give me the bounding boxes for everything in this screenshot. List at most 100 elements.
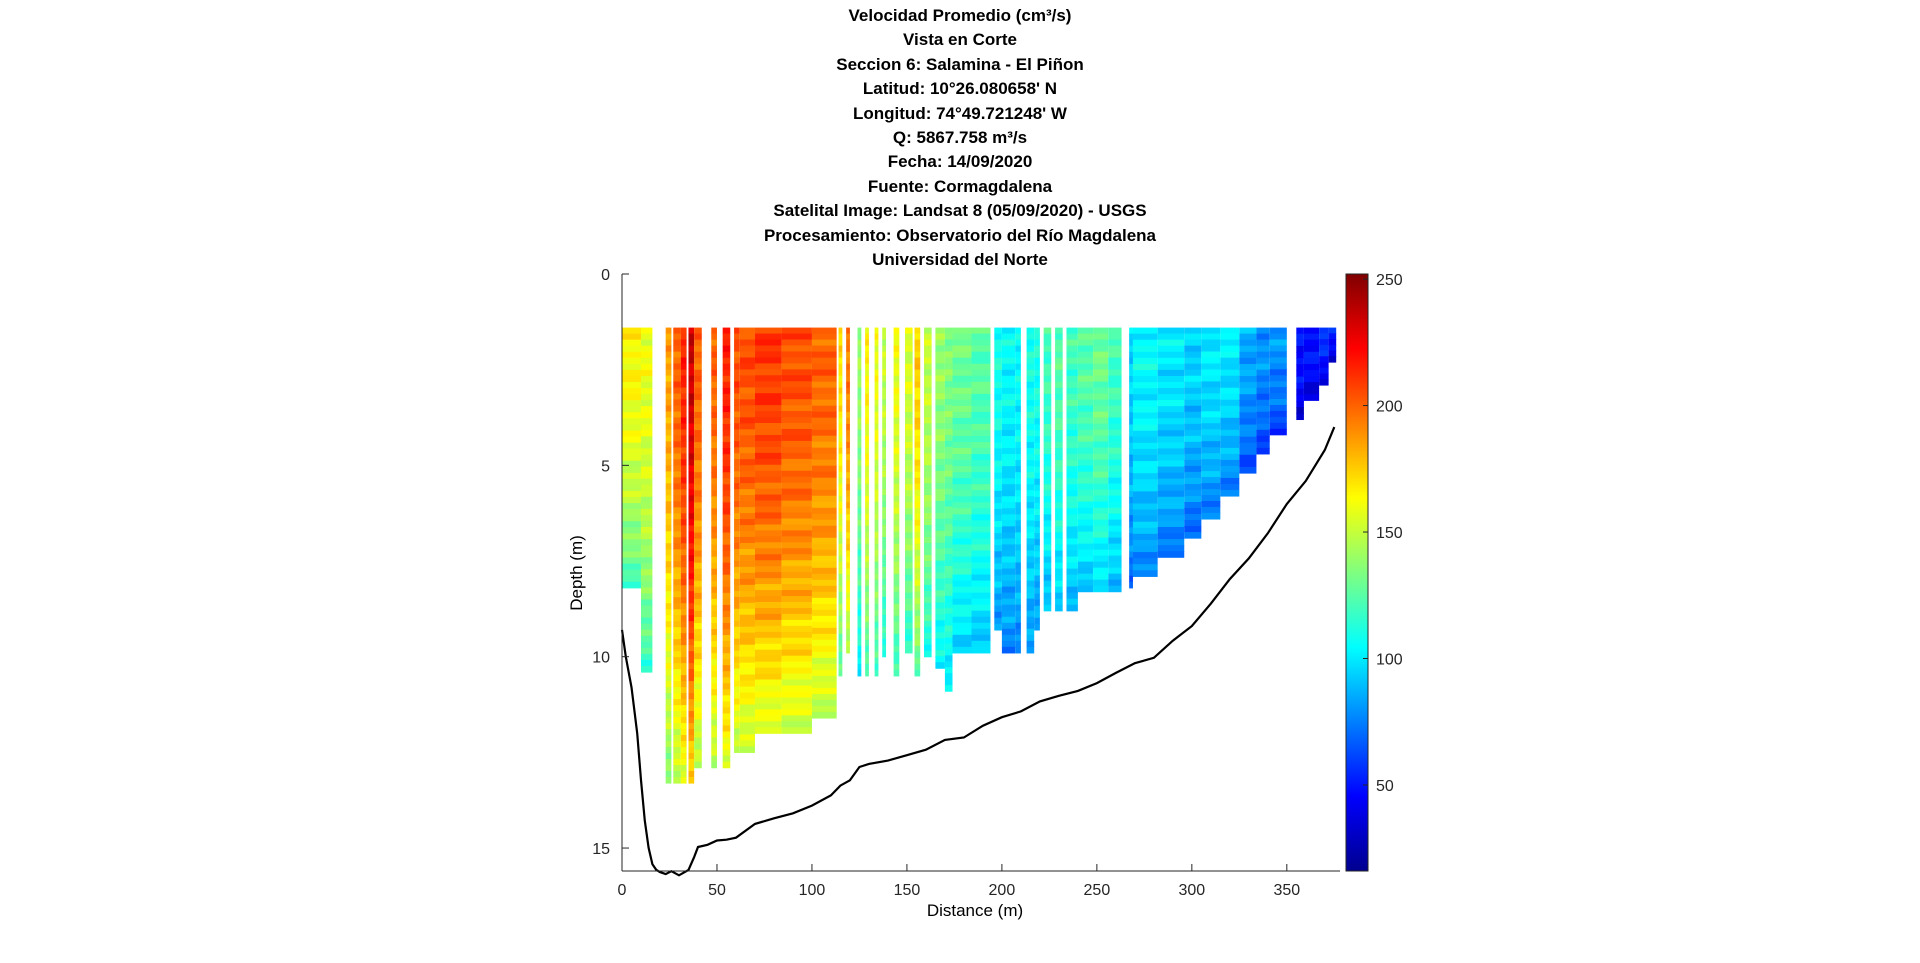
velocity-cell xyxy=(857,375,862,383)
velocity-cell xyxy=(1026,411,1035,419)
velocity-cell xyxy=(1129,551,1133,559)
velocity-cell xyxy=(688,573,695,580)
velocity-cell xyxy=(665,639,672,646)
velocity-cell xyxy=(846,466,850,473)
velocity-cell xyxy=(874,393,879,401)
velocity-cell xyxy=(694,424,702,431)
velocity-cell xyxy=(882,393,887,400)
velocity-cell xyxy=(781,393,812,400)
velocity-cell xyxy=(914,369,921,377)
velocity-cell xyxy=(680,453,687,460)
velocity-cell xyxy=(1157,460,1185,468)
velocity-cell xyxy=(893,417,900,425)
velocity-cell xyxy=(838,531,843,539)
velocity-cell xyxy=(874,645,879,653)
velocity-cell xyxy=(694,683,702,690)
velocity-cell xyxy=(865,513,869,521)
velocity-cell xyxy=(1093,441,1109,449)
velocity-cell xyxy=(1108,369,1122,377)
velocity-cell xyxy=(1001,556,1016,564)
velocity-cell xyxy=(754,601,782,609)
velocity-cell xyxy=(935,656,945,663)
velocity-cell xyxy=(874,489,879,497)
velocity-cell xyxy=(781,631,812,639)
velocity-cell xyxy=(811,651,837,659)
velocity-cell xyxy=(688,705,695,712)
velocity-cell xyxy=(754,357,782,364)
title-line: Fuente: Cormagdalena xyxy=(867,176,1053,196)
velocity-cell xyxy=(846,436,850,443)
velocity-cell xyxy=(924,632,932,640)
velocity-cell xyxy=(711,616,717,624)
velocity-cell xyxy=(935,524,945,532)
velocity-cell xyxy=(874,573,879,581)
velocity-cell xyxy=(874,423,879,431)
velocity-cell xyxy=(994,539,1002,546)
velocity-cell xyxy=(914,441,921,449)
velocity-cell xyxy=(640,617,653,625)
velocity-cell xyxy=(874,465,879,473)
velocity-cell xyxy=(640,327,653,335)
velocity-cell xyxy=(935,399,945,406)
velocity-cell xyxy=(905,616,913,624)
velocity-cell xyxy=(838,537,843,545)
velocity-cell xyxy=(1001,502,1016,509)
velocity-cell xyxy=(857,429,862,437)
velocity-cell xyxy=(882,465,887,472)
velocity-cell xyxy=(1034,563,1040,571)
velocity-cell xyxy=(1055,466,1063,473)
velocity-cell xyxy=(865,507,869,515)
velocity-cell xyxy=(739,578,755,586)
velocity-cell xyxy=(893,447,900,455)
velocity-cell xyxy=(711,689,717,696)
velocity-cell xyxy=(711,647,717,654)
velocity-cell xyxy=(893,615,900,623)
velocity-cell xyxy=(680,429,687,437)
velocity-cell xyxy=(924,507,932,514)
velocity-cell xyxy=(846,628,850,636)
velocity-column xyxy=(1256,327,1270,455)
velocity-cell xyxy=(665,501,672,508)
velocity-cell xyxy=(857,639,862,647)
velocity-cell xyxy=(874,609,879,617)
velocity-cell xyxy=(935,465,945,472)
velocity-cell xyxy=(1066,556,1078,564)
velocity-cell xyxy=(838,345,843,353)
velocity-cell xyxy=(734,722,740,730)
velocity-cell xyxy=(1026,532,1035,540)
velocity-cell xyxy=(1132,491,1158,499)
velocity-cell xyxy=(905,514,913,521)
velocity-cell xyxy=(754,393,782,400)
velocity-cell xyxy=(952,568,972,576)
velocity-cell xyxy=(838,471,843,479)
velocity-cell xyxy=(857,393,862,401)
velocity-cell xyxy=(739,363,755,371)
velocity-cell xyxy=(734,423,740,430)
velocity-cell xyxy=(694,484,702,491)
velocity-cell xyxy=(1239,339,1257,347)
velocity-cell xyxy=(838,609,843,617)
velocity-cell xyxy=(694,562,702,570)
velocity-cell xyxy=(1015,411,1021,419)
velocity-cell xyxy=(893,441,900,449)
velocity-cell xyxy=(1015,514,1021,521)
velocity-cell xyxy=(944,673,953,680)
velocity-cell xyxy=(1015,429,1021,437)
velocity-cell xyxy=(838,669,843,677)
velocity-cell xyxy=(882,608,887,616)
velocity-cell xyxy=(781,613,812,621)
velocity-cell xyxy=(1108,495,1122,503)
velocity-cell xyxy=(865,597,869,605)
velocity-cell xyxy=(1201,495,1221,502)
velocity-cell xyxy=(971,460,991,467)
velocity-cell xyxy=(1132,564,1158,571)
velocity-cell xyxy=(1001,550,1016,558)
velocity-cell xyxy=(935,435,945,442)
velocity-cell xyxy=(905,556,913,564)
velocity-cell xyxy=(734,339,740,347)
velocity-cell xyxy=(688,339,695,347)
velocity-column xyxy=(688,327,695,784)
velocity-cell xyxy=(811,441,837,449)
velocity-cell xyxy=(846,568,850,576)
velocity-cell xyxy=(1157,508,1185,516)
